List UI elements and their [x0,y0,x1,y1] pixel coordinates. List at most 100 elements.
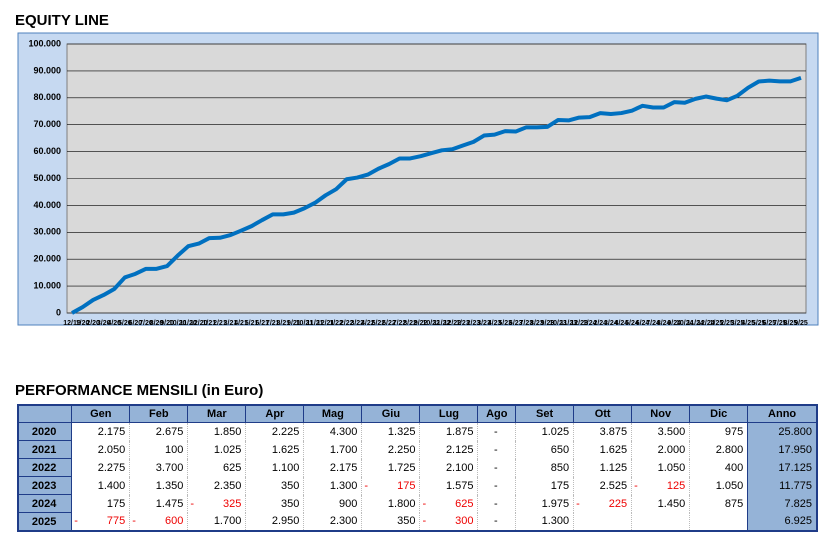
cell: 1.350 [129,476,188,495]
cell: 650 [515,440,574,459]
cell: 1.050 [631,458,690,477]
cell: 350 [245,476,304,495]
x-tick-label: 9/24 [667,320,681,327]
cell-value: 625 [455,497,474,510]
x-tick-label: 6/22 [382,320,396,327]
empty-cell [689,512,748,531]
corner [17,404,73,423]
y-tick-label: 80.000 [33,92,61,102]
x-tick-label: 10/23 [549,320,567,327]
column-header: Apr [245,404,305,423]
cell: 1.875 [419,422,478,441]
cell: 2.000 [631,440,690,459]
table-row: 2023 1.400 1.350 2.350 350 1.300-175 1.575-175… [17,476,817,495]
x-tick-label: 1/24 [583,320,597,327]
x-tick-label: 3/20 [97,320,111,327]
cell: 2.250 [361,440,420,459]
year: 2022 [17,458,73,477]
x-tick-label: 10/22 [422,320,440,327]
column-header: Nov [631,404,691,423]
cell: - 325 [187,494,246,513]
column-header: Anno [747,404,818,423]
cell: - 600 [129,512,188,531]
table-row: 2020 2.175 2.675 1.850 2.225 4.300 1.325 1.875-… [17,422,817,441]
cell: 2.675 [129,422,188,441]
y-tick-label: 10.000 [33,280,61,290]
x-tick-label: 7/24 [646,320,660,327]
column-header: Dic [689,404,749,423]
cell: 900 [303,494,362,513]
cell: - 775 [71,512,130,531]
cell: 4.300 [303,422,362,441]
cell: 850 [515,458,574,477]
x-tick-label: 9/20 [160,320,174,327]
cell-value: 175 [397,479,416,492]
y-tick-label: 0 [56,307,61,317]
cell: 1.475 [129,494,188,513]
cell-value: 125 [666,479,686,492]
x-tick-label: 10/21 [296,320,314,327]
cell: 1.800 [361,494,420,513]
y-tick-label: 60.000 [33,146,61,156]
cell: 1.575 [419,476,478,495]
cell: - [477,512,516,531]
x-tick-label: 9/23 [541,320,555,327]
cell: 1.300 [303,476,362,495]
x-tick-label: 8/21 [276,320,290,327]
x-tick-label: 4/25 [741,320,755,327]
x-tick-label: 3/23 [477,320,491,327]
cell: 2.125 [419,440,478,459]
cell: - [477,422,516,441]
table-row: 2021 2.050 100 1.025 1.625 1.700 2.250 2.125-65… [17,440,817,459]
table-title: PERFORMANCE MENSILI (in Euro) [15,382,264,399]
cell-value: 300 [455,515,474,528]
table-row: 2024 175 1.475-325 350 900 1.800-625-1.975-22… [17,494,817,513]
empty-cell [631,512,690,531]
year: 2025 [17,512,73,532]
x-tick-label: 4/23 [488,320,502,327]
cell: 2.275 [71,458,130,477]
year: 2020 [17,422,73,441]
cell: 1.725 [361,458,420,477]
cell-value: 600 [164,515,184,528]
cell: 1.400 [71,476,130,495]
x-tick-label: 2/22 [340,320,354,327]
chart: 0 10.000 20.000 30.000 40.000 50.000 60.000 70.… [17,32,819,327]
column-header: Gen [71,404,131,423]
column-header: Mar [187,404,247,423]
cell-sign: - [364,479,369,492]
x-tick-label: 8/22 [403,320,417,327]
performance-table: Gen Feb Mar Apr Mag Giu Lug Ago Set Ott Nov Dic Anno… [17,404,818,532]
x-tick-label: 9/25 [794,320,808,327]
x-tick-label: 11/22 [433,320,450,327]
cell: - [477,458,516,477]
cell: - 175 [361,476,420,495]
cell: - 225 [573,494,632,513]
x-tick-label: 10/20 [169,320,187,327]
x-tick-label: 2/24 [593,320,607,327]
cell: 2.050 [71,440,130,459]
x-tick-label: 2/25 [720,320,734,327]
cell: 1.450 [631,494,690,513]
cell-value: 775 [106,515,126,528]
x-tick-label: 1/20 [76,320,90,327]
x-tick-label: 1/21 [203,320,217,327]
cell-sign: - [132,515,136,528]
x-tick-label: 2/23 [467,320,481,327]
cell: 1.700 [303,440,362,459]
x-tick-label: 8/23 [530,320,544,327]
x-tick-label: 5/20 [118,320,132,327]
cell: 1.050 [689,476,748,495]
year-total: 6.925 [747,512,817,531]
cell: 400 [689,458,748,477]
chart-title: EQUITY LINE [15,12,109,29]
cell: 2.800 [689,440,748,459]
cell: 2.300 [303,512,362,531]
cell: - [477,440,516,459]
x-tick-label: 6/25 [762,320,776,327]
x-tick-label: 8/25 [784,320,798,327]
x-tick-label: 12/22 [444,320,462,327]
y-tick-label: 70.000 [33,119,61,129]
column-header: Feb [129,404,189,423]
